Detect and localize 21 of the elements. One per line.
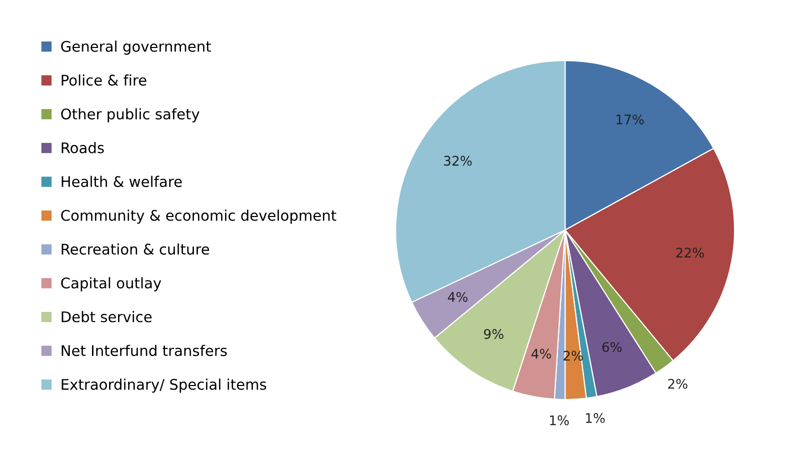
data-label: 2%	[668, 378, 688, 389]
legend-label: Capital outlay	[61, 277, 162, 292]
legend-label: Extraordinary/ Special items	[62, 378, 266, 393]
legend-label: Net Interfund transfers	[62, 344, 227, 356]
legend-label: Police & fire	[62, 74, 146, 86]
data-label: 1%	[550, 415, 569, 426]
legend-label: Roads	[62, 142, 104, 154]
legend-label: Community & economic development	[61, 210, 336, 224]
data-label: 32%	[444, 156, 472, 166]
data-label: 4%	[448, 292, 468, 302]
legend-label: Other public safety	[61, 108, 200, 122]
data-label: 4%	[531, 348, 552, 359]
data-label: 1%	[586, 413, 605, 424]
legend-label: Health & welfare	[62, 176, 182, 188]
data-label: 17%	[616, 114, 644, 124]
data-label: 22%	[676, 248, 704, 258]
legend-label: Recreation & culture	[62, 243, 210, 255]
legend-label: Debt service	[62, 311, 152, 322]
legend-label: General government	[61, 40, 212, 55]
data-label: 9%	[484, 329, 504, 339]
data-label: 6%	[602, 342, 622, 352]
